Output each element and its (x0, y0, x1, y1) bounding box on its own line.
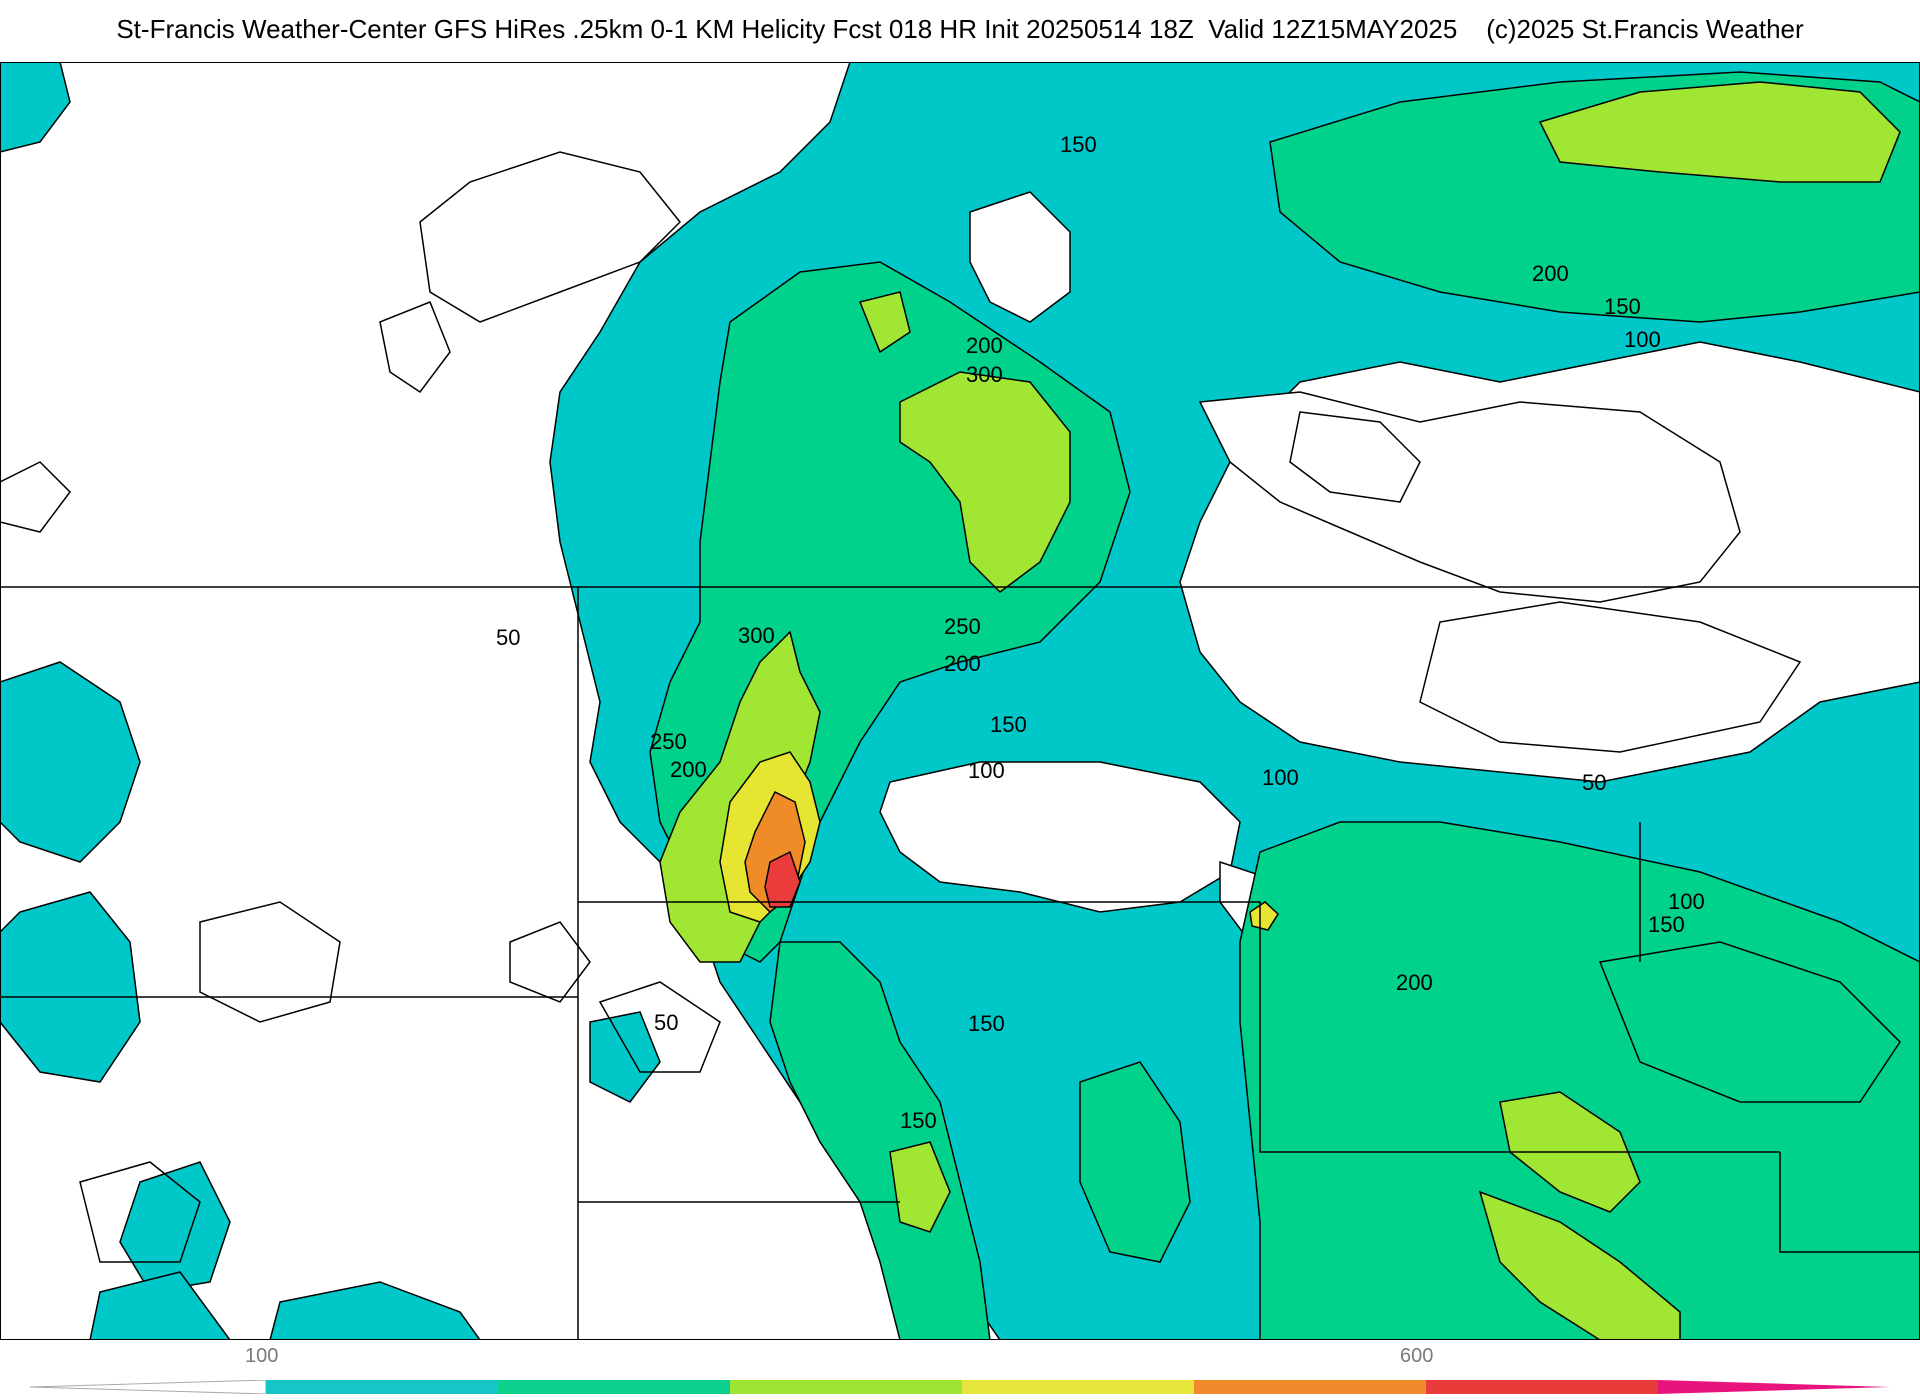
contour-label: 200 (944, 651, 981, 676)
low-helicity-holes (879, 191, 1741, 963)
colorbar-segment (730, 1380, 962, 1394)
contour-label-group: 150 200 150 100 200 300 50 250 300 200 1… (496, 132, 1705, 1133)
contour-label: 200 (670, 757, 707, 782)
colorbar-segment (498, 1380, 730, 1394)
contour-label: 50 (654, 1010, 678, 1035)
contour-label: 100 (1624, 327, 1661, 352)
contour-label: 250 (650, 729, 687, 754)
contour-label: 100 (968, 758, 1005, 783)
contour-label: 300 (966, 362, 1003, 387)
helicity-contours (0, 151, 1901, 1263)
helicity-high-core (719, 751, 1279, 931)
colorbar-tick-100: 100 (245, 1345, 279, 1367)
contour-label: 200 (1396, 970, 1433, 995)
contour-label: 200 (1532, 261, 1569, 286)
colorbar (30, 1380, 1890, 1394)
contour-label: 150 (1060, 132, 1097, 157)
state-boundaries (0, 586, 1920, 1340)
contour-label: 150 (1604, 294, 1641, 319)
colorbar-segment (1194, 1380, 1426, 1394)
contour-label: 250 (944, 614, 981, 639)
contour-label: 100 (1262, 765, 1299, 790)
contour-label: 150 (968, 1011, 1005, 1036)
contour-label: 50 (1582, 770, 1606, 795)
contour-label: 150 (900, 1108, 937, 1133)
contour-label: 50 (496, 625, 520, 650)
contour-label: 200 (966, 333, 1003, 358)
helicity-map: 150 200 150 100 200 300 50 250 300 200 1… (0, 62, 1920, 1340)
contour-label: 150 (1648, 912, 1685, 937)
contour-label: 150 (990, 712, 1027, 737)
colorbar-tick-600: 600 (1400, 1345, 1434, 1367)
contour-label: 300 (738, 623, 775, 648)
colorbar-segment (1426, 1380, 1658, 1394)
contour-label: 100 (1668, 889, 1705, 914)
colorbar-segment (962, 1380, 1194, 1394)
colorbar-segment (266, 1380, 498, 1394)
map-title: St-Francis Weather-Center GFS HiRes .25k… (116, 14, 1804, 44)
colorbar-arrow (1658, 1380, 1890, 1394)
